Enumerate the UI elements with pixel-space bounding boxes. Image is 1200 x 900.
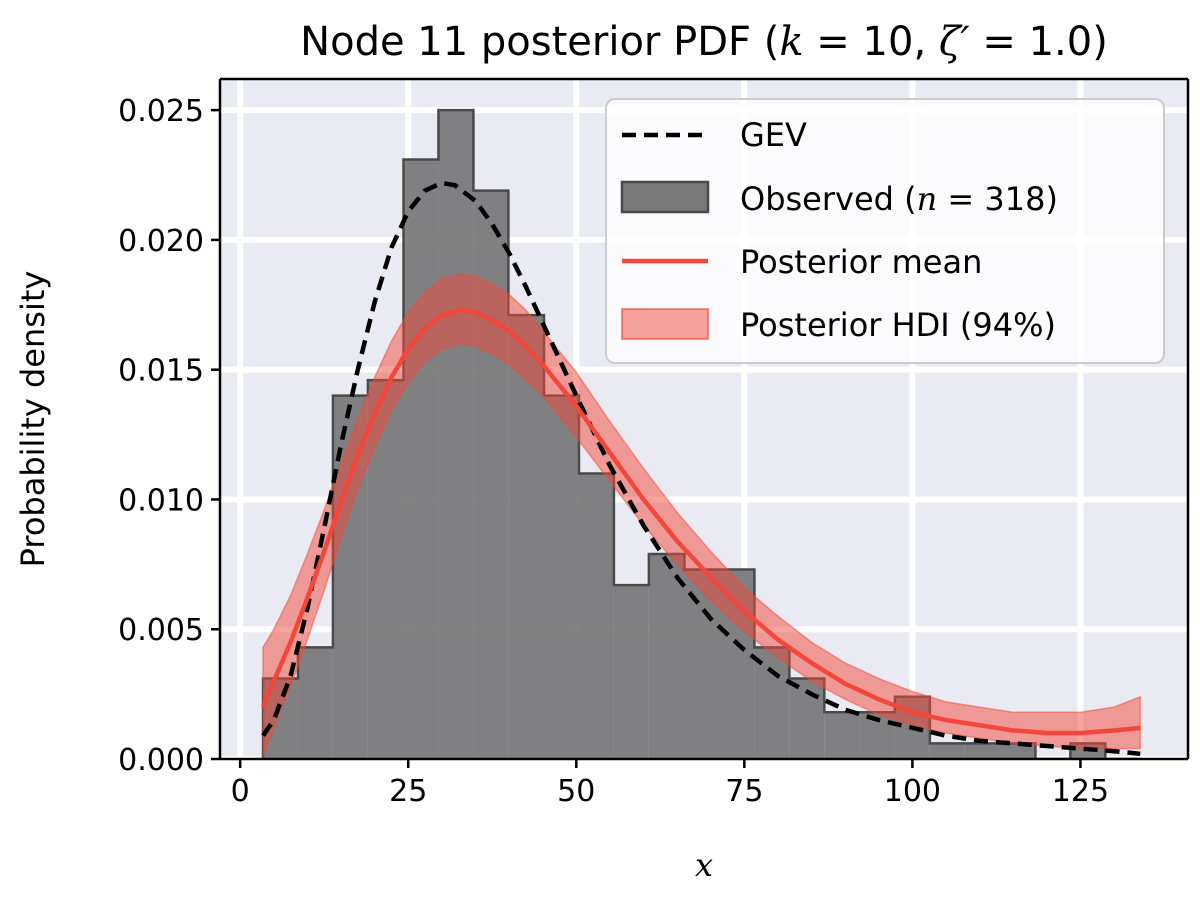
posterior-hdi-band	[262, 272, 1142, 757]
legend-gev-label: GEV	[740, 116, 807, 154]
gev-line	[261, 180, 1141, 757]
x-axis-label: x	[695, 846, 713, 884]
histogram-bar	[544, 395, 579, 759]
histogram-bar	[824, 712, 860, 759]
x-axis-ticks: 0 25 50 75 100 125	[231, 759, 1109, 809]
y-tick-label: 0.010	[118, 483, 204, 518]
posterior-mean-curve	[260, 307, 1141, 736]
histogram-bar	[578, 473, 614, 759]
histogram-bar	[964, 743, 1001, 759]
gev-curve	[261, 180, 1141, 757]
legend-box	[605, 98, 1165, 364]
histogram	[261, 108, 1141, 759]
legend-posterior-hdi-label: Posterior HDI (94%)	[740, 306, 1056, 344]
y-tick-label: 0.025	[118, 94, 204, 129]
histogram-bar	[438, 110, 474, 759]
histogram-bar	[403, 159, 439, 759]
y-tick-label: 0.005	[118, 613, 204, 648]
posterior-hdi-area	[262, 272, 1142, 757]
posterior-mean-line	[260, 307, 1141, 736]
legend-observed-swatch	[620, 180, 710, 214]
histogram-bar	[1000, 743, 1036, 759]
y-tick-label: 0.015	[118, 354, 204, 389]
histogram-bar	[473, 190, 509, 759]
y-axis-ticks: 0.000 0.005 0.010 0.015 0.020 0.025	[118, 94, 220, 778]
x-tick-label: 100	[884, 774, 941, 809]
histogram-bar	[613, 585, 649, 759]
legend-posterior-hdi-swatch	[621, 308, 709, 340]
legend-observed-label: Observed (n = 318)	[740, 180, 1058, 218]
axes-frame	[218, 77, 1190, 761]
x-tick-label: 25	[389, 774, 427, 809]
histogram-bar	[929, 743, 965, 759]
legend: GEV Observed (n = 318) Posterior mean Po…	[605, 98, 1165, 364]
x-tick-label: 0	[231, 774, 250, 809]
y-tick-label: 0.020	[118, 224, 204, 259]
chart-title: Node 11 posterior PDF (k = 10, ζ′ = 1.0)	[300, 19, 1108, 65]
histogram-bar	[648, 553, 685, 759]
x-tick-label: 125	[1052, 774, 1109, 809]
legend-posterior-mean-label: Posterior mean	[740, 243, 982, 281]
x-tick-label: 50	[557, 774, 595, 809]
y-axis-label: Probability density	[14, 271, 52, 568]
x-tick-label: 75	[725, 774, 763, 809]
y-tick-label: 0.000	[118, 743, 204, 778]
histogram-bar	[754, 647, 790, 759]
histogram-bar	[297, 647, 333, 759]
